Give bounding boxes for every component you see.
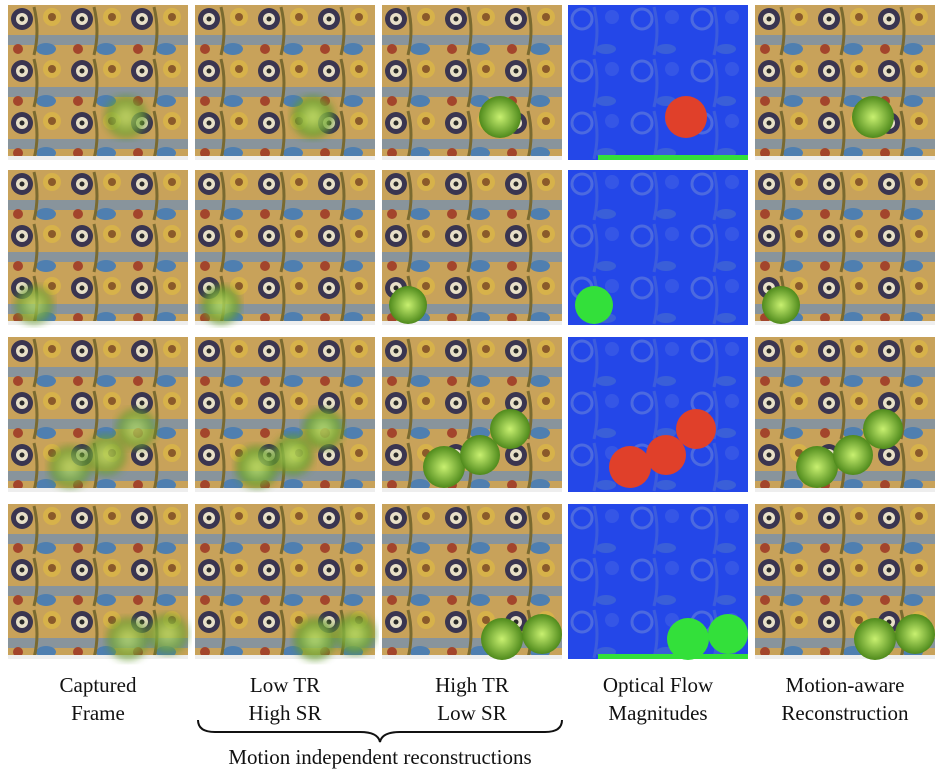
floor-strip — [382, 488, 562, 492]
floor-strip — [8, 655, 188, 659]
column-caption: Optical Flow — [603, 673, 714, 697]
column-caption: Reconstruction — [781, 701, 909, 725]
image-tile — [195, 504, 375, 660]
image-background — [8, 5, 188, 160]
image-grid — [8, 5, 935, 660]
image-background — [195, 5, 375, 160]
image-tile — [195, 170, 375, 325]
ball — [86, 435, 126, 475]
floor-strip — [598, 155, 748, 160]
column-caption: Low SR — [437, 701, 506, 725]
image-tile — [382, 337, 562, 492]
floor-strip — [755, 655, 935, 659]
ball — [202, 286, 240, 324]
image-tile — [195, 5, 375, 160]
ball — [460, 435, 500, 475]
image-background — [382, 5, 562, 160]
image-tile — [8, 504, 188, 660]
floor-strip — [195, 321, 375, 325]
ball — [863, 409, 903, 449]
ball — [479, 96, 521, 138]
column-caption: Frame — [71, 701, 125, 725]
ball — [646, 435, 686, 475]
floor-strip — [195, 655, 375, 659]
floor-strip — [382, 655, 562, 659]
image-tile — [8, 5, 188, 160]
column-caption: High TR — [435, 673, 509, 697]
ball — [423, 446, 465, 488]
ball — [236, 446, 278, 488]
image-tile — [568, 337, 748, 492]
image-tile — [755, 5, 935, 160]
floor-strip — [195, 488, 375, 492]
floor-strip — [8, 156, 188, 160]
image-tile — [382, 170, 562, 325]
column-caption: High SR — [249, 701, 322, 725]
group-label: Motion independent reconstructions — [228, 745, 531, 769]
ball — [105, 96, 147, 138]
image-tile — [8, 337, 188, 492]
ball — [107, 618, 149, 660]
ball — [292, 96, 334, 138]
captions: Captured Frame Low TR High SR High TR Low SR O… — [60, 673, 910, 725]
ball — [490, 409, 530, 449]
image-tile — [382, 504, 562, 660]
ball — [389, 286, 427, 324]
ball — [148, 614, 188, 654]
ball — [15, 286, 53, 324]
image-tile — [382, 5, 562, 160]
image-tile — [568, 5, 748, 160]
image-tile — [755, 337, 935, 492]
floor-strip — [8, 321, 188, 325]
ball — [481, 618, 523, 660]
column-caption: Captured — [60, 673, 137, 697]
ball — [676, 409, 716, 449]
floor-strip — [598, 654, 748, 659]
floor-strip — [382, 156, 562, 160]
floor-strip — [755, 488, 935, 492]
ball — [575, 286, 613, 324]
ball — [273, 435, 313, 475]
ball — [854, 618, 896, 660]
ball — [833, 435, 873, 475]
brace — [197, 719, 563, 743]
ball — [895, 614, 935, 654]
floor-strip — [195, 156, 375, 160]
floor-strip — [755, 321, 935, 325]
image-background — [568, 5, 748, 160]
image-background — [755, 5, 935, 160]
ball — [665, 96, 707, 138]
floor-strip — [382, 321, 562, 325]
image-tile — [195, 337, 375, 492]
ball — [609, 446, 651, 488]
ball — [303, 409, 343, 449]
ball — [335, 614, 375, 654]
column-caption: Motion-aware — [786, 673, 905, 697]
ball — [762, 286, 800, 324]
ball — [852, 96, 894, 138]
column-caption: Low TR — [250, 673, 320, 697]
image-tile — [8, 170, 188, 325]
ball — [116, 409, 156, 449]
ball — [294, 618, 336, 660]
column-caption: Magnitudes — [608, 701, 707, 725]
image-tile — [755, 504, 935, 660]
floor-strip — [755, 156, 935, 160]
ball — [708, 614, 748, 654]
ball — [522, 614, 562, 654]
floor-strip — [8, 488, 188, 492]
image-tile — [755, 170, 935, 325]
ball — [796, 446, 838, 488]
ball — [667, 618, 709, 660]
image-tile — [568, 504, 748, 660]
image-tile — [568, 170, 748, 325]
ball — [49, 446, 91, 488]
